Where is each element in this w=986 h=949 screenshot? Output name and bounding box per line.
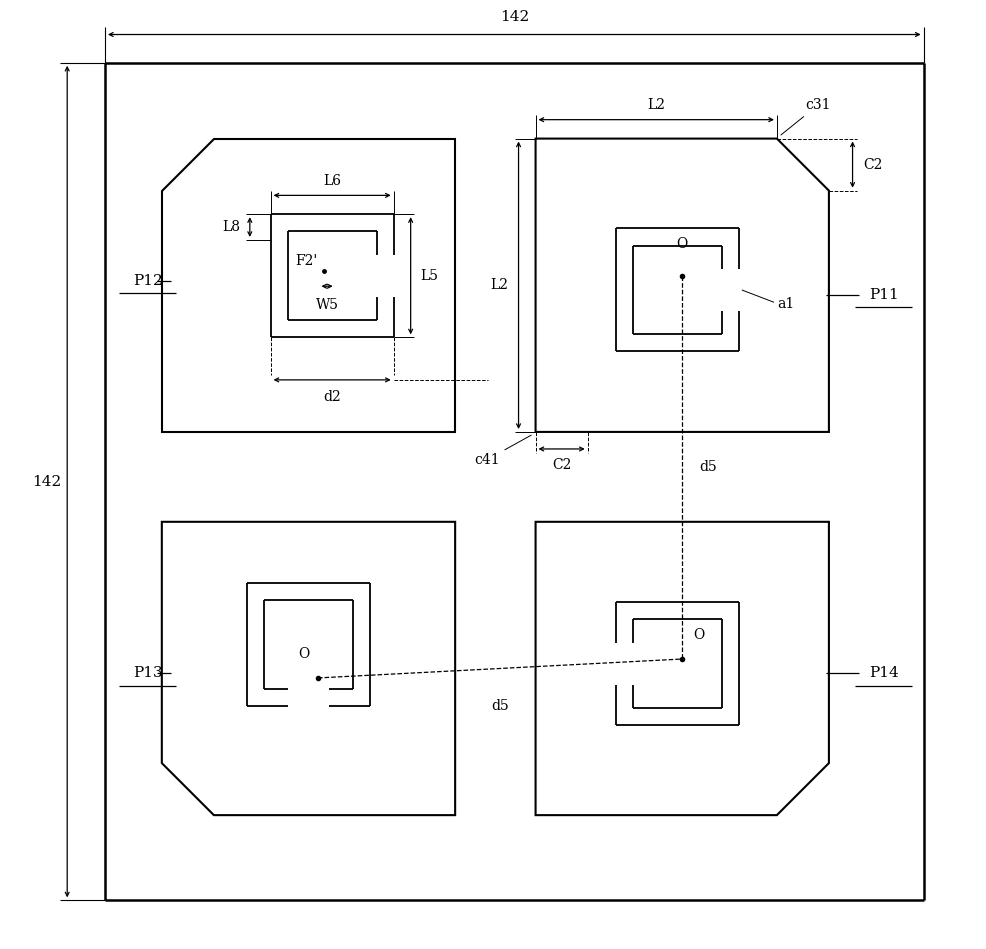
Text: d2: d2 — [323, 390, 341, 404]
Text: d5: d5 — [699, 460, 717, 474]
Polygon shape — [535, 522, 829, 815]
Text: W5: W5 — [316, 298, 338, 312]
Text: c31: c31 — [781, 98, 831, 135]
Text: P13: P13 — [133, 666, 163, 680]
Text: F2': F2' — [296, 254, 317, 269]
Text: P12: P12 — [133, 273, 163, 288]
Text: C2: C2 — [864, 158, 883, 172]
Text: a1: a1 — [777, 297, 794, 311]
Text: O: O — [693, 628, 705, 642]
Text: L2: L2 — [647, 98, 666, 112]
Text: 142: 142 — [500, 10, 528, 25]
Text: c41: c41 — [474, 436, 531, 467]
Text: d5: d5 — [491, 698, 509, 713]
Text: O: O — [298, 647, 310, 661]
Polygon shape — [535, 139, 829, 432]
Text: L8: L8 — [222, 220, 240, 234]
Text: L6: L6 — [323, 175, 341, 188]
Text: L2: L2 — [491, 278, 509, 292]
Text: L5: L5 — [421, 269, 439, 283]
Polygon shape — [162, 139, 456, 432]
Text: O: O — [676, 237, 688, 251]
Text: C2: C2 — [552, 458, 571, 472]
Text: P14: P14 — [869, 666, 898, 680]
Text: P11: P11 — [869, 288, 898, 302]
Text: 142: 142 — [32, 474, 61, 489]
Polygon shape — [162, 522, 456, 815]
